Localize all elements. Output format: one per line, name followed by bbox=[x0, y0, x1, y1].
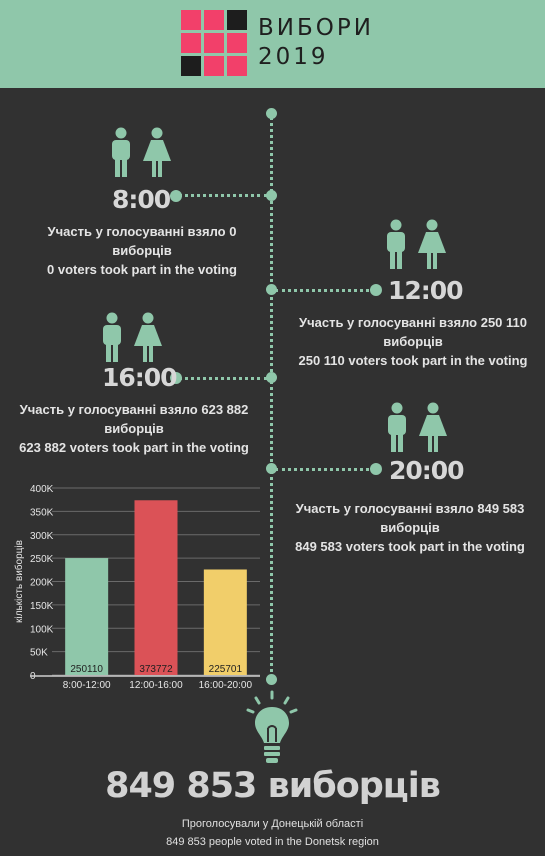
x-tick-label: 16:00-20:00 bbox=[199, 680, 253, 691]
logo-cell bbox=[227, 33, 247, 53]
time-label-8: 8:00 bbox=[112, 185, 171, 214]
logo-cell bbox=[204, 33, 224, 53]
y-tick-label: 400K bbox=[30, 484, 54, 495]
lightbulb-icon bbox=[246, 690, 298, 763]
y-axis-label: кількість виборців bbox=[13, 540, 25, 623]
desc-en: 0 voters took part in the voting bbox=[47, 262, 237, 277]
timeline-dot bbox=[266, 284, 277, 295]
y-tick-label: 250K bbox=[30, 554, 54, 565]
bar-data-label: 373772 bbox=[139, 664, 173, 675]
connector-16 bbox=[178, 377, 268, 380]
desc-en: 849 583 voters took part in the voting bbox=[295, 539, 525, 554]
man-woman-icon bbox=[103, 312, 162, 362]
desc-uk: Участь у голосуванні взяло 849 583 вибор… bbox=[295, 501, 525, 535]
desc-uk: Участь у голосуванні взяло 623 882 вибор… bbox=[19, 402, 249, 436]
total-caption-uk: Проголосували у Донецькій області bbox=[181, 818, 364, 830]
time-label-20: 20:00 bbox=[389, 456, 465, 485]
logo-cell bbox=[181, 33, 201, 53]
y-tick-label: 150K bbox=[30, 601, 54, 612]
connector-dot bbox=[370, 284, 382, 296]
brand-title-line2: 2019 bbox=[258, 44, 329, 70]
desc-uk: Участь у голосуванні взяло 250 110 вибор… bbox=[298, 315, 527, 349]
timeline-line bbox=[270, 116, 273, 680]
timeline-desc-16: Участь у голосуванні взяло 623 882 вибор… bbox=[4, 400, 264, 457]
brand-title-line1: ВИБОРИ bbox=[258, 15, 374, 41]
logo-cell bbox=[181, 56, 201, 76]
man-woman-icon bbox=[112, 127, 171, 177]
logo-cell bbox=[204, 10, 224, 30]
y-tick-label: 100K bbox=[30, 624, 54, 635]
x-tick-label: 12:00-16:00 bbox=[129, 680, 183, 691]
bar bbox=[65, 558, 109, 675]
logo-grid bbox=[181, 10, 247, 76]
bar-data-label: 250110 bbox=[70, 664, 103, 675]
bar bbox=[203, 569, 247, 675]
timeline-dot bbox=[266, 108, 277, 119]
timeline-dot bbox=[266, 372, 277, 383]
timeline-desc-8: Участь у голосуванні взяло 0 виборців 0 … bbox=[22, 222, 262, 279]
desc-en: 623 882 voters took part in the voting bbox=[19, 440, 249, 455]
y-tick-label: 300K bbox=[30, 531, 54, 542]
timeline-desc-20: Участь у голосуванні взяло 849 583 вибор… bbox=[283, 499, 537, 556]
timeline-desc-12: Участь у голосуванні взяло 250 110 вибор… bbox=[283, 313, 543, 370]
desc-uk: Участь у голосуванні взяло 0 виборців bbox=[47, 224, 237, 258]
timeline-dot bbox=[266, 190, 277, 201]
connector-20 bbox=[275, 468, 375, 471]
connector-8 bbox=[178, 194, 268, 197]
brand-title: ВИБОРИ 2019 bbox=[258, 14, 374, 72]
time-label-16: 16:00 bbox=[102, 363, 178, 392]
time-label-12: 12:00 bbox=[388, 276, 464, 305]
man-woman-icon bbox=[387, 219, 446, 269]
logo-cell bbox=[227, 56, 247, 76]
x-tick-label: 8:00-12:00 bbox=[63, 680, 111, 691]
connector-dot bbox=[170, 372, 182, 384]
total-caption-en: 849 853 people voted in the Donetsk regi… bbox=[166, 836, 379, 848]
timeline-dot bbox=[266, 674, 277, 685]
y-tick-label: 50K bbox=[30, 648, 48, 659]
header: ВИБОРИ 2019 bbox=[0, 0, 545, 88]
total-voters: 849 853 виборців bbox=[105, 766, 441, 806]
connector-12 bbox=[275, 289, 375, 292]
y-tick-label: 350K bbox=[30, 507, 54, 518]
timeline-dot bbox=[266, 463, 277, 474]
bar bbox=[134, 500, 178, 675]
bar-data-label: 225701 bbox=[209, 664, 243, 675]
logo-cell bbox=[181, 10, 201, 30]
logo-cell bbox=[227, 10, 247, 30]
connector-dot bbox=[370, 463, 382, 475]
man-woman-icon bbox=[388, 402, 447, 452]
logo-cell bbox=[204, 56, 224, 76]
connector-dot bbox=[170, 190, 182, 202]
y-tick-label: 200K bbox=[30, 578, 54, 589]
turnout-bar-chart: 050K100K150K200K250K300K350K400Kкількіст… bbox=[13, 484, 260, 691]
desc-en: 250 110 voters took part in the voting bbox=[298, 353, 528, 368]
